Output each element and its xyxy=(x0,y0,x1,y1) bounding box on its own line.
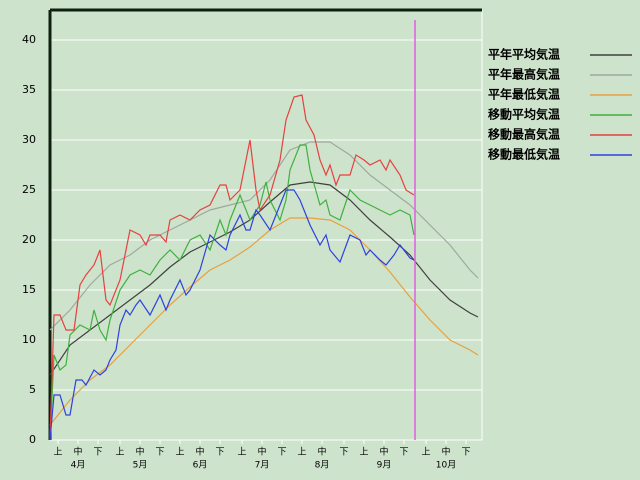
month-label: 4月 xyxy=(71,460,86,471)
x-tick-label: 上 xyxy=(53,447,62,458)
legend-label: 移動平均気温 xyxy=(488,107,560,122)
x-tick-label: 下 xyxy=(461,448,470,458)
x-tick-label: 中 xyxy=(317,446,326,458)
x-tick-label: 下 xyxy=(155,448,164,458)
series-line xyxy=(49,141,479,331)
x-tick-label: 上 xyxy=(175,447,184,458)
y-tick-label: 25 xyxy=(22,183,36,196)
y-tick-label: 15 xyxy=(22,283,36,296)
month-label: 10月 xyxy=(436,460,456,471)
x-tick-label: 中 xyxy=(379,446,388,458)
x-tick-label: 下 xyxy=(215,448,224,458)
x-tick-label: 上 xyxy=(421,447,430,458)
month-label: 8月 xyxy=(315,460,330,471)
x-tick-label: 中 xyxy=(135,446,144,458)
x-tick-label: 中 xyxy=(195,446,204,458)
x-tick-label: 中 xyxy=(257,446,266,458)
x-tick-label: 下 xyxy=(339,448,348,458)
x-tick-label: 上 xyxy=(237,447,246,458)
month-label: 5月 xyxy=(133,460,148,471)
x-tick-label: 中 xyxy=(441,446,450,458)
y-tick-label: 5 xyxy=(29,383,36,396)
legend-label: 平年最高気温 xyxy=(488,67,560,82)
series-line xyxy=(49,217,479,426)
series-line xyxy=(49,181,479,376)
legend-label: 移動最低気温 xyxy=(488,147,560,162)
y-tick-label: 20 xyxy=(22,233,36,246)
y-tick-label: 0 xyxy=(29,433,36,446)
x-tick-label: 下 xyxy=(399,448,408,458)
y-tick-label: 10 xyxy=(22,333,36,346)
legend-label: 平年平均気温 xyxy=(488,47,560,62)
x-tick-label: 上 xyxy=(115,447,124,458)
x-tick-label: 上 xyxy=(359,447,368,458)
x-tick-label: 下 xyxy=(93,448,102,458)
series-line xyxy=(49,144,415,441)
month-label: 7月 xyxy=(255,460,270,471)
month-label: 9月 xyxy=(377,460,392,471)
x-tick-label: 中 xyxy=(73,446,82,458)
x-tick-label: 下 xyxy=(277,448,286,458)
y-tick-label: 35 xyxy=(22,83,36,96)
series-line xyxy=(49,189,415,441)
y-tick-label: 30 xyxy=(22,133,36,146)
month-label: 6月 xyxy=(193,460,208,471)
y-tick-label: 40 xyxy=(22,33,36,46)
x-tick-label: 上 xyxy=(297,447,306,458)
series-line xyxy=(49,94,415,441)
legend-label: 移動最高気温 xyxy=(488,127,560,142)
legend-label: 平年最低気温 xyxy=(488,87,560,102)
